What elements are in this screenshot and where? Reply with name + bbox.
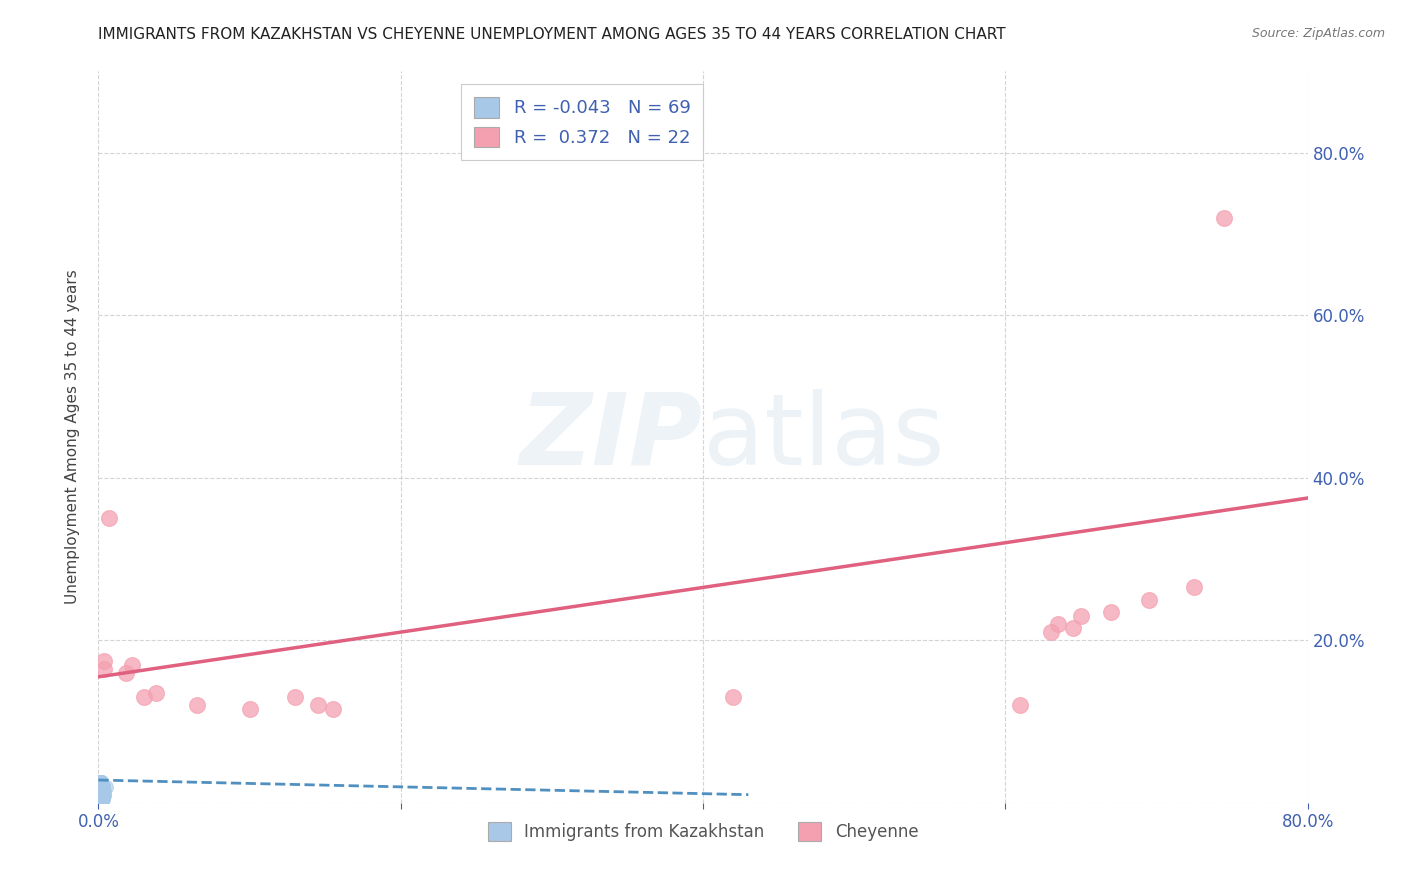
Point (284, 690, 307, 705)
Point (90, 783, 112, 797)
Point (89, 788, 111, 802)
Point (91, 788, 114, 802)
Point (89, 788, 111, 802)
Point (90, 791, 112, 805)
Point (1137, 592, 1160, 607)
Point (90, 791, 112, 805)
Point (94, 780, 117, 794)
Point (90, 791, 112, 805)
Point (89, 791, 111, 805)
Point (93, 783, 115, 797)
Point (322, 702, 344, 716)
Text: atlas: atlas (703, 389, 945, 485)
Point (1047, 617, 1070, 632)
Point (89, 783, 111, 797)
Point (90, 791, 112, 805)
Point (1213, 211, 1236, 225)
Point (89, 780, 111, 794)
Point (90, 783, 112, 797)
Point (91, 780, 114, 794)
Point (90, 791, 112, 805)
Point (89, 780, 111, 794)
Point (91, 788, 114, 802)
Legend: Immigrants from Kazakhstan, Cheyenne: Immigrants from Kazakhstan, Cheyenne (477, 811, 929, 853)
Point (90, 775, 112, 789)
Point (89, 775, 111, 789)
Text: ZIP: ZIP (520, 389, 703, 485)
Point (145, 686, 167, 700)
Point (91, 788, 114, 802)
Y-axis label: Unemployment Among Ages 35 to 44 years: Unemployment Among Ages 35 to 44 years (65, 269, 80, 605)
Point (90, 791, 112, 805)
Point (89, 780, 111, 794)
Point (239, 702, 262, 716)
Point (89, 788, 111, 802)
Point (91, 791, 114, 805)
Point (91, 780, 114, 794)
Point (132, 690, 155, 705)
Text: IMMIGRANTS FROM KAZAKHSTAN VS CHEYENNE UNEMPLOYMENT AMONG AGES 35 TO 44 YEARS CO: IMMIGRANTS FROM KAZAKHSTAN VS CHEYENNE U… (98, 27, 1007, 42)
Point (89, 780, 111, 794)
Point (89, 791, 111, 805)
Point (91, 783, 114, 797)
Point (91, 780, 114, 794)
Point (1039, 625, 1062, 640)
Point (90, 775, 112, 789)
Point (89, 791, 111, 805)
Point (90, 775, 112, 789)
Point (90, 788, 112, 802)
Point (90, 775, 112, 789)
Point (90, 783, 112, 797)
Point (91, 791, 114, 805)
Point (93, 788, 115, 802)
Point (90, 788, 112, 802)
Point (89, 775, 111, 789)
Point (1070, 608, 1092, 623)
Point (90, 775, 112, 789)
Point (93, 788, 115, 802)
Point (90, 775, 112, 789)
Point (307, 698, 329, 713)
Point (1010, 698, 1032, 713)
Point (89, 775, 111, 789)
Point (89, 780, 111, 794)
Point (1062, 621, 1084, 635)
Point (723, 690, 745, 705)
Point (90, 780, 112, 794)
Point (89, 775, 111, 789)
Point (98, 511, 121, 525)
Point (89, 788, 111, 802)
Point (91, 780, 114, 794)
Point (89, 780, 111, 794)
Point (89, 791, 111, 805)
Point (91, 783, 114, 797)
Point (89, 783, 111, 797)
Point (90, 788, 112, 802)
Point (91, 783, 114, 797)
Point (1182, 581, 1205, 595)
Point (90, 791, 112, 805)
Point (90, 791, 112, 805)
Point (89, 791, 111, 805)
Point (90, 780, 112, 794)
Point (93, 662, 115, 676)
Point (89, 775, 111, 789)
Point (91, 788, 114, 802)
Point (89, 775, 111, 789)
Point (186, 698, 208, 713)
Point (121, 657, 143, 672)
Point (90, 783, 112, 797)
Point (90, 783, 112, 797)
Point (90, 783, 112, 797)
Text: Source: ZipAtlas.com: Source: ZipAtlas.com (1251, 27, 1385, 40)
Point (114, 665, 136, 680)
Point (1099, 605, 1122, 619)
Point (89, 783, 111, 797)
Point (91, 788, 114, 802)
Point (93, 654, 115, 668)
Point (89, 788, 111, 802)
Point (89, 788, 111, 802)
